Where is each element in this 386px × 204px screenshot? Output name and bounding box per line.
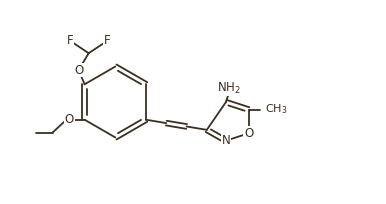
Text: F: F [67, 34, 73, 47]
Text: O: O [74, 64, 83, 76]
Text: N: N [222, 134, 230, 147]
Text: F: F [104, 34, 110, 47]
Text: O: O [244, 127, 253, 140]
Text: NH$_2$: NH$_2$ [217, 80, 241, 95]
Text: CH$_3$: CH$_3$ [266, 103, 288, 116]
Text: O: O [65, 113, 74, 126]
